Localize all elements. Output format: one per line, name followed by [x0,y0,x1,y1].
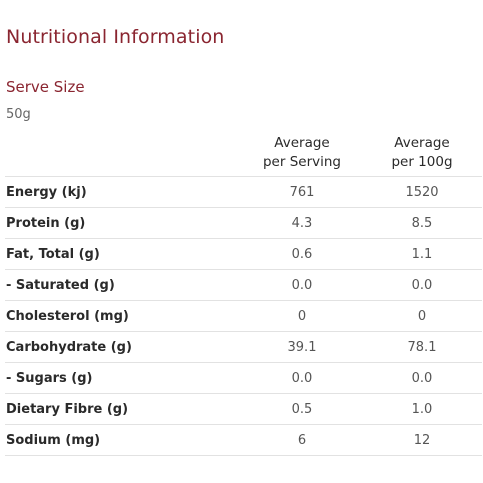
nutrient-name: - Sugars (g) [5,362,242,394]
value-per-serving: 4.3 [242,207,362,239]
value-per-serving: 761 [242,176,362,208]
header-per-serving: Average per Serving [242,130,362,177]
value-per-serving: 0 [242,300,362,332]
value-per-100g: 78.1 [362,331,482,363]
table-row: Cholesterol (mg) 0 0 [5,300,482,332]
header-per-100g-line2: per 100g [391,154,453,170]
nutrient-name: Fat, Total (g) [5,238,242,270]
table-row: Carbohydrate (g) 39.1 78.1 [5,331,482,363]
nutrient-name: Sodium (mg) [5,424,242,456]
value-per-100g: 1.0 [362,393,482,425]
value-per-serving: 0.0 [242,269,362,301]
value-per-100g: 0 [362,300,482,332]
header-per-100g: Average per 100g [362,130,482,177]
nutrient-name: Dietary Fibre (g) [5,393,242,425]
header-per-100g-line1: Average [394,135,450,151]
nutrient-name: Cholesterol (mg) [5,300,242,332]
nutrient-name: Carbohydrate (g) [5,331,242,363]
table-row: - Sugars (g) 0.0 0.0 [5,362,482,394]
page-title: Nutritional Information [6,26,225,48]
value-per-100g: 8.5 [362,207,482,239]
serve-size-label: Serve Size [6,78,85,96]
table-row: Energy (kj) 761 1520 [5,176,482,208]
table-row: Sodium (mg) 6 12 [5,424,482,456]
value-per-100g: 1520 [362,176,482,208]
table-row: Fat, Total (g) 0.6 1.1 [5,238,482,270]
header-per-serving-line1: Average [274,135,330,151]
value-per-serving: 0.0 [242,362,362,394]
value-per-100g: 0.0 [362,362,482,394]
value-per-serving: 6 [242,424,362,456]
value-per-100g: 0.0 [362,269,482,301]
nutrition-table: Average per Serving Average per 100g Ene… [5,130,482,456]
value-per-100g: 1.1 [362,238,482,270]
table-row: Protein (g) 4.3 8.5 [5,207,482,239]
nutrient-name: - Saturated (g) [5,269,242,301]
value-per-serving: 0.5 [242,393,362,425]
nutrient-name: Energy (kj) [5,176,242,208]
table-row: - Saturated (g) 0.0 0.0 [5,269,482,301]
nutrient-name: Protein (g) [5,207,242,239]
header-per-serving-line2: per Serving [262,154,341,170]
header-nutrient [5,130,242,177]
value-per-serving: 0.6 [242,238,362,270]
value-per-100g: 12 [362,424,482,456]
value-per-serving: 39.1 [242,331,362,363]
serve-size-value: 50g [6,107,31,122]
table-row: Dietary Fibre (g) 0.5 1.0 [5,393,482,425]
table-header-row: Average per Serving Average per 100g [5,130,482,177]
